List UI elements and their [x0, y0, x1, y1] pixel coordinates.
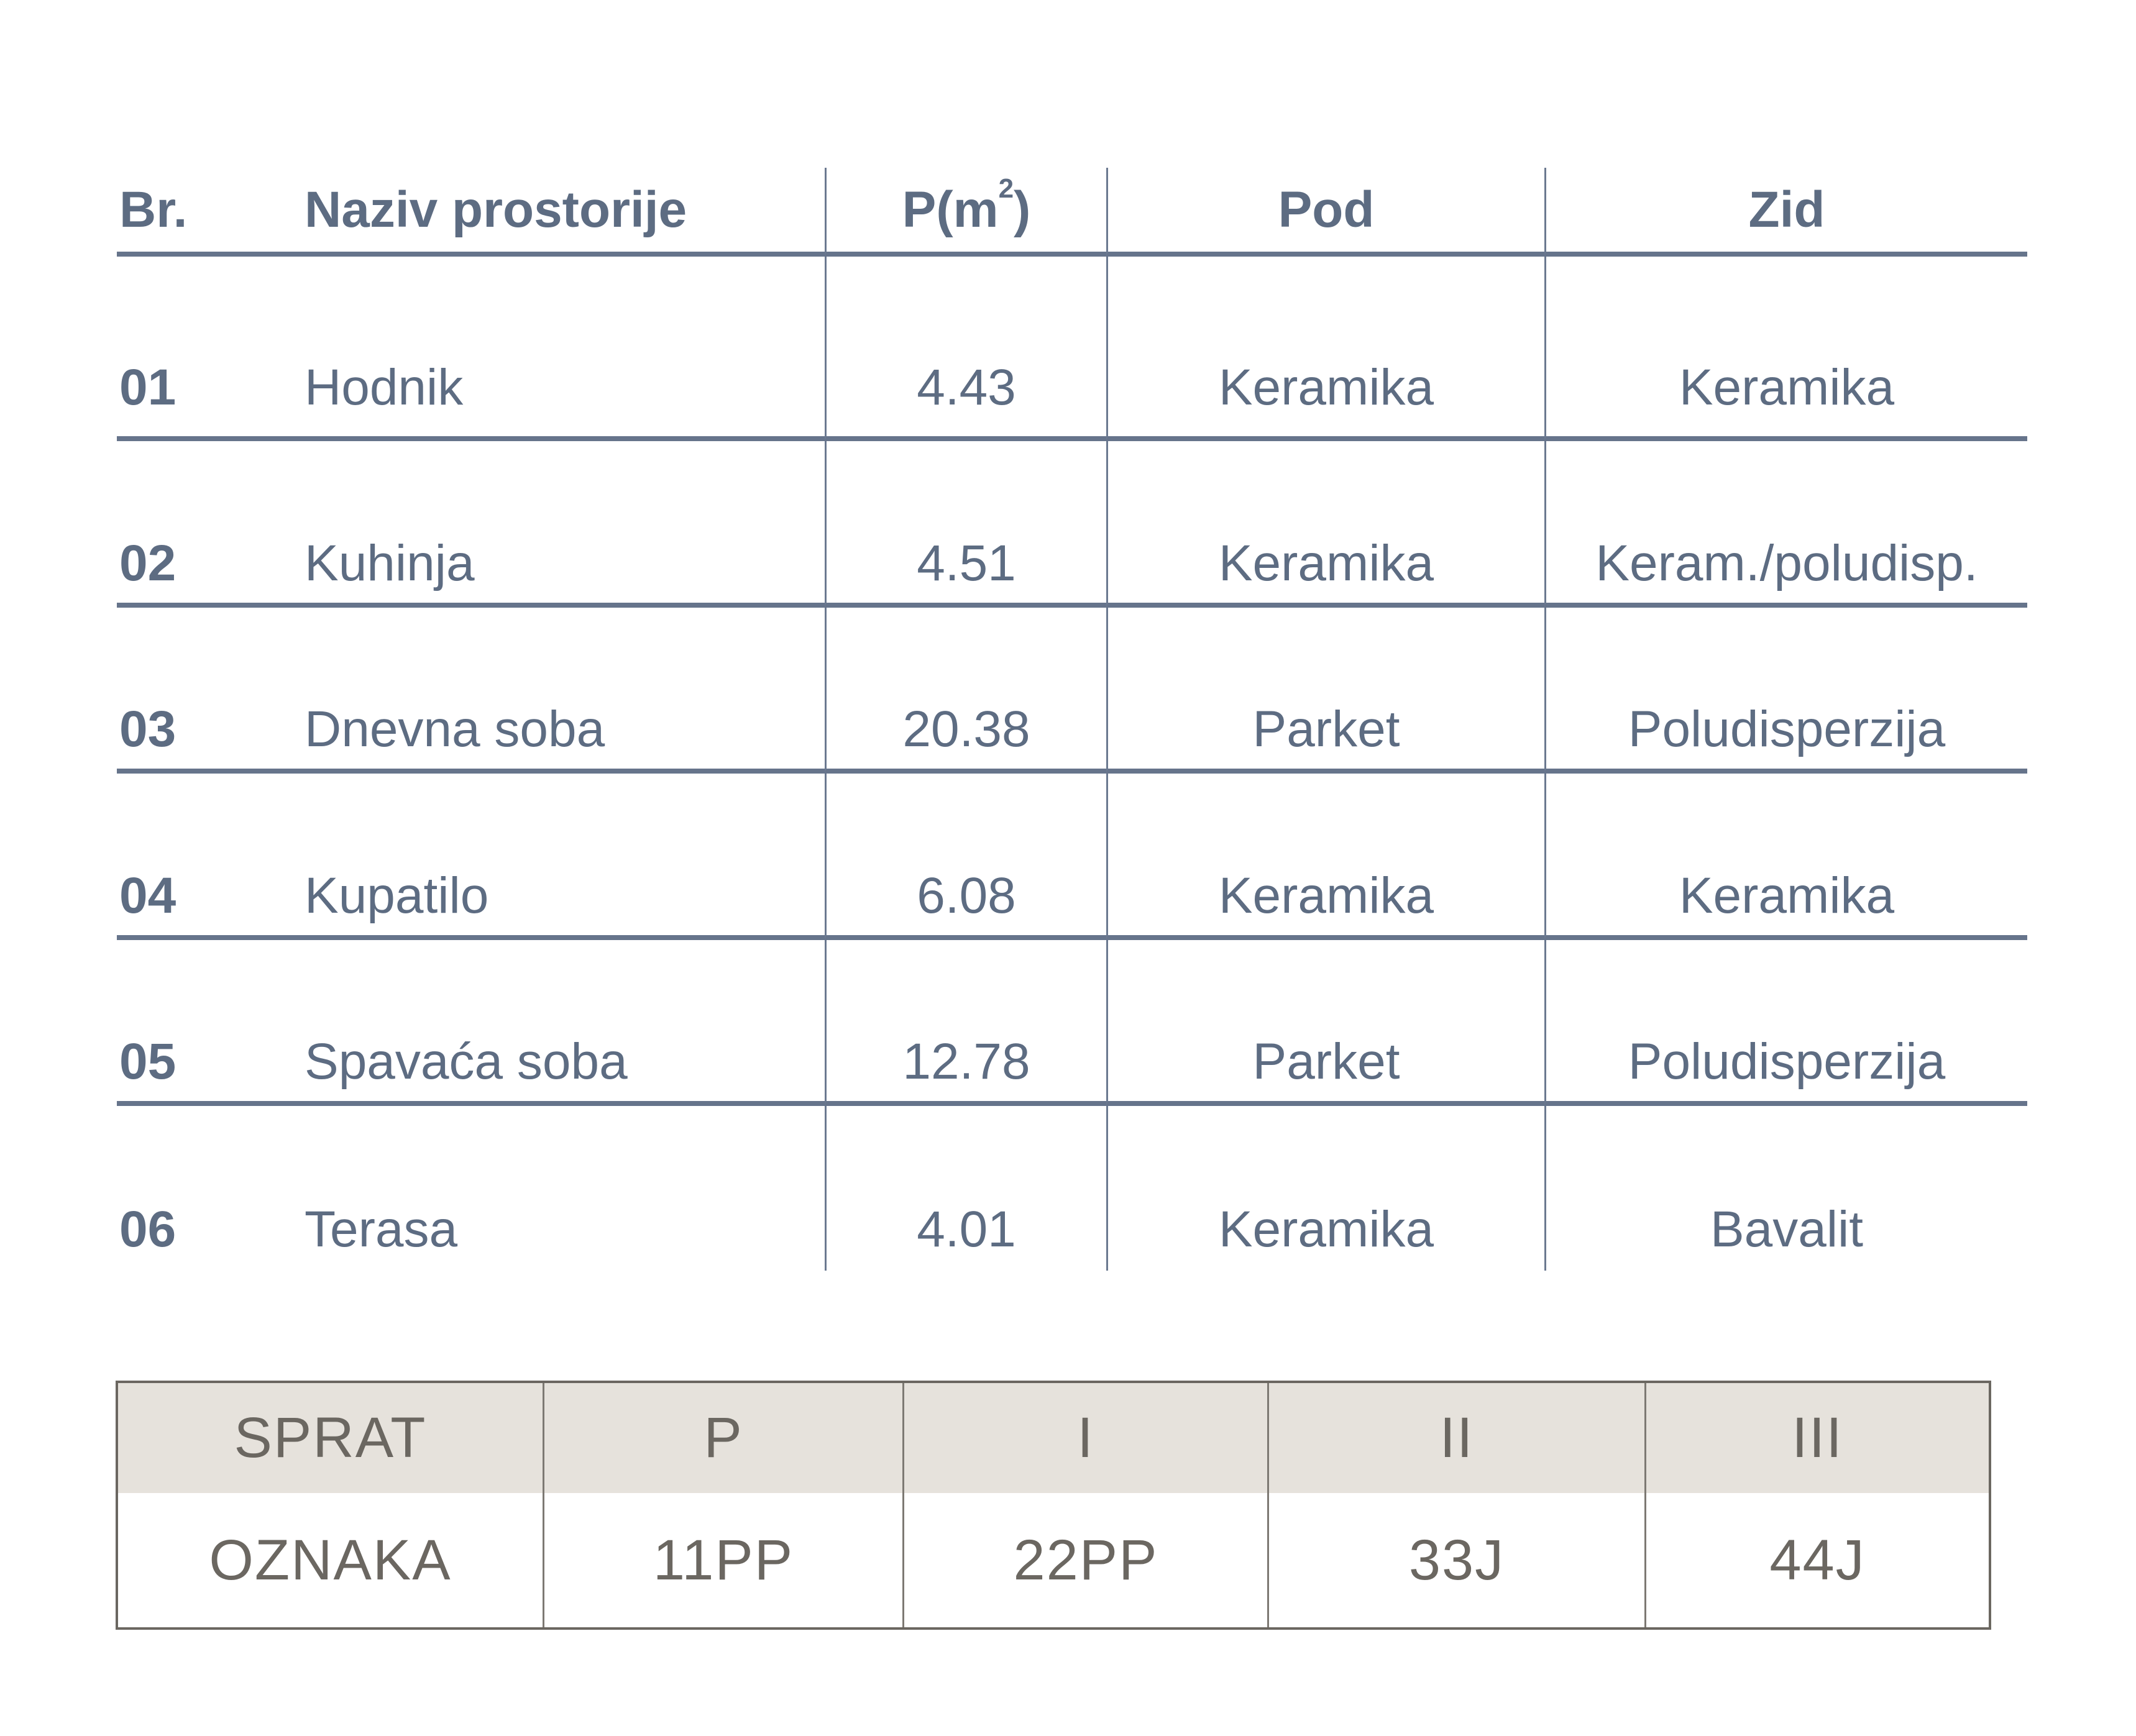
- room-table-header-br: Br.: [117, 168, 297, 257]
- room-row-03-num: 03: [117, 608, 297, 774]
- room-row-04-num: 04: [117, 774, 297, 940]
- room-row-02-name: Kuhinja: [297, 441, 825, 608]
- floor-table-sprat-label: SPRAT: [118, 1383, 543, 1493]
- room-row-06-name: Terasa: [305, 1201, 458, 1258]
- room-row-02-floor: Keramika: [1106, 441, 1544, 608]
- floor-table-floor-2: II: [1267, 1383, 1644, 1493]
- room-row-06-num: 06: [119, 1201, 176, 1258]
- floor-table-oznaka-label: OZNAKA: [209, 1528, 452, 1592]
- room-row-04-area: 6.08: [825, 774, 1106, 940]
- room-row-06-wall: Bavalit: [1544, 1106, 2027, 1271]
- room-row-01-name: Hodnik: [297, 257, 825, 441]
- floor-table-code-1: 22PP: [902, 1493, 1267, 1627]
- floor-table: SPRAT P I II III OZNAKA 11PP 22PP 33J 44…: [116, 1381, 1991, 1630]
- header-br-label: Br.: [119, 181, 188, 238]
- room-table: Br. Naziv prostorije P(m 2) Pod Zid 01 Ho…: [117, 168, 2027, 1271]
- room-row-03-name: Dnevna soba: [297, 608, 825, 774]
- room-row-04-floor: Keramika: [1106, 774, 1544, 940]
- room-row-05-floor: Parket: [1106, 940, 1544, 1106]
- floor-table-floor-1: I: [902, 1383, 1267, 1493]
- header-name-label: Naziv prostorije: [305, 181, 687, 238]
- room-row-05-num: 05: [117, 940, 297, 1106]
- room-table-header-name: Naziv prostorije: [297, 168, 825, 257]
- room-row-04-wall: Keramika: [1544, 774, 2027, 940]
- room-row-03-area: 20.38: [825, 608, 1106, 774]
- room-table-header-area: P(m 2): [825, 168, 1106, 257]
- room-row-01-num: 01: [117, 257, 297, 441]
- floor-table-code-p: 11PP: [543, 1493, 902, 1627]
- floor-table-floor-p: P: [543, 1383, 902, 1493]
- room-row-01-area: 4.43: [825, 257, 1106, 441]
- header-floor-label: Pod: [1278, 181, 1375, 238]
- room-row-03-floor: Parket: [1106, 608, 1544, 774]
- header-wall-label: Zid: [1748, 181, 1825, 238]
- room-row-03-wall: Poludisperzija: [1544, 608, 2027, 774]
- room-row-05-name: Spavaća soba: [297, 940, 825, 1106]
- header-area-pre: P(m: [902, 181, 999, 238]
- room-row-02-num: 02: [117, 441, 297, 608]
- room-row-04-name: Kupatilo: [297, 774, 825, 940]
- room-row-01-wall: Keramika: [1544, 257, 2027, 441]
- room-row-02-wall: Keram./poludisp.: [1544, 441, 2027, 608]
- room-row-06-floor: Keramika: [1106, 1106, 1544, 1271]
- room-row-01-floor: Keramika: [1106, 257, 1544, 441]
- room-row-05-area: 12.78: [825, 940, 1106, 1106]
- room-table-header-floor: Pod: [1106, 168, 1544, 257]
- floor-table-floor-3: III: [1644, 1383, 1989, 1493]
- floor-table-code-3: 44J: [1644, 1493, 1989, 1627]
- room-table-header-wall: Zid: [1544, 168, 2027, 257]
- room-row-06-area: 4.01: [825, 1106, 1106, 1271]
- room-row-05-wall: Poludisperzija: [1544, 940, 2027, 1106]
- header-area-post: ): [1014, 181, 1031, 238]
- room-row-02-area: 4.51: [825, 441, 1106, 608]
- floor-table-code-2: 33J: [1267, 1493, 1644, 1627]
